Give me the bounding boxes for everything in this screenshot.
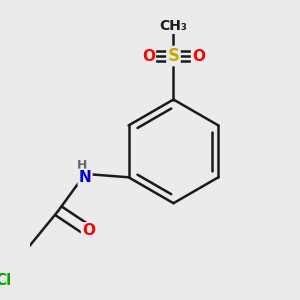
Text: N: N	[79, 170, 92, 185]
Text: O: O	[192, 49, 205, 64]
Text: O: O	[82, 223, 95, 238]
Text: H: H	[76, 159, 87, 172]
Text: O: O	[142, 49, 155, 64]
Text: CH₃: CH₃	[160, 19, 188, 33]
Text: S: S	[167, 47, 179, 65]
Text: Cl: Cl	[0, 274, 11, 289]
